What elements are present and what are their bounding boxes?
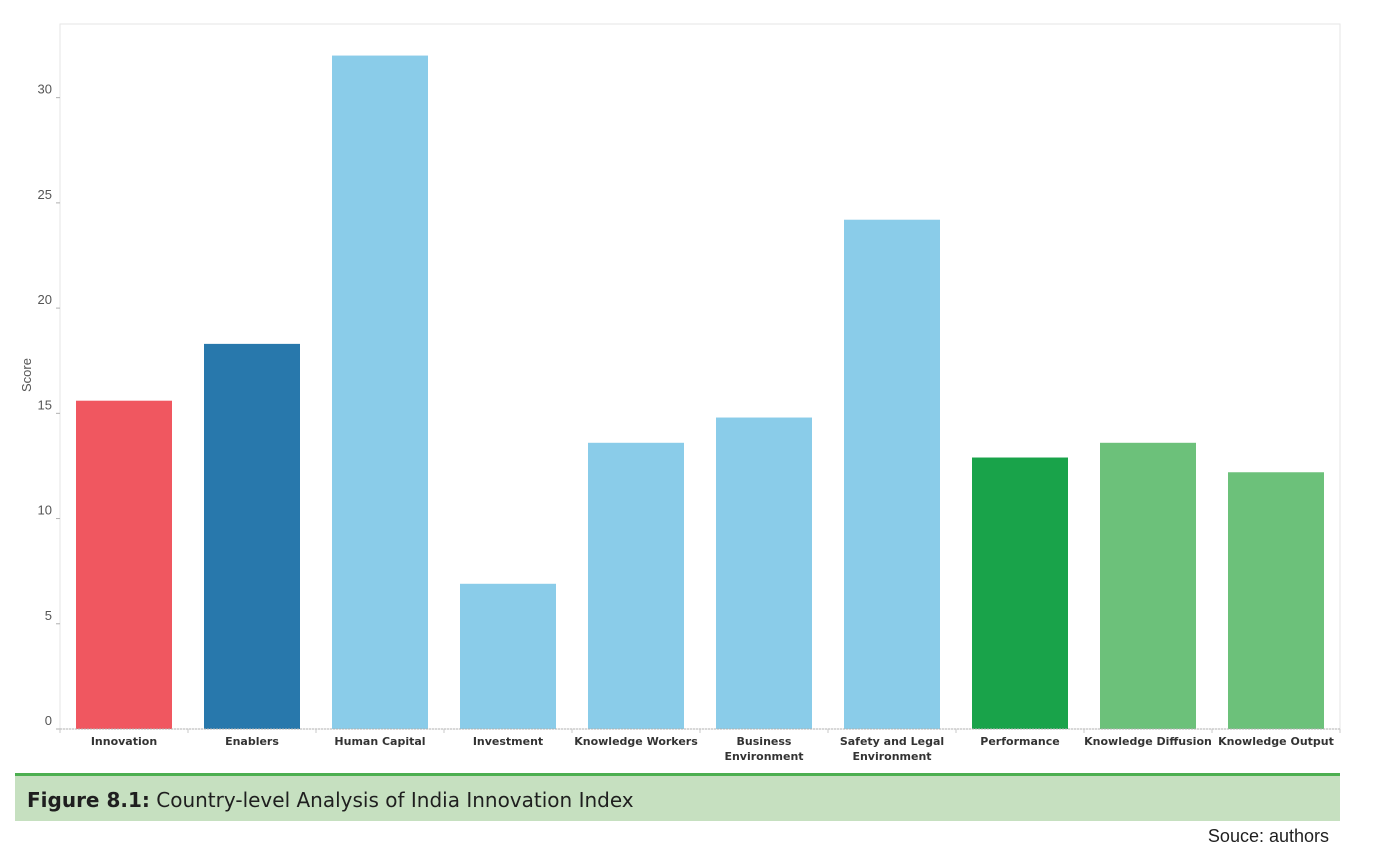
source-note: Souce: authors [1207, 826, 1329, 846]
bar [1100, 442, 1196, 729]
bar [588, 442, 684, 729]
bar-chart: 0 5 10 15 20 25 30 Innovation Enablers Human Cap… [19, 23, 1341, 763]
x-tick-label: Knowledge Diffusion [1084, 735, 1212, 748]
x-tick-label: Knowledge Workers [574, 735, 698, 748]
y-tick-label: 30 [38, 82, 52, 97]
y-tick-label: 15 [38, 397, 52, 412]
caption-text: Figure 8.1: Country-level Analysis of In… [27, 788, 634, 812]
y-axis-title: Score [19, 358, 34, 392]
figure-caption: Figure 8.1: Country-level Analysis of In… [15, 773, 1340, 821]
y-tick-label: 10 [38, 503, 52, 518]
bars [76, 55, 1324, 730]
bar [76, 400, 172, 729]
y-tick-label: 5 [45, 608, 52, 623]
x-tick-label: Human Capital [334, 735, 425, 748]
y-axis: 0 5 10 15 20 25 30 [38, 82, 60, 730]
y-tick-label: 20 [38, 292, 52, 307]
caption-label: Figure 8.1: [27, 788, 150, 812]
x-tick-label: Investment [473, 735, 543, 748]
bar [844, 219, 940, 729]
x-tick-label: Knowledge Output [1218, 735, 1334, 748]
x-tick-label: Safety and Legal Environment [840, 735, 944, 763]
bar [972, 457, 1068, 729]
bar [460, 583, 556, 729]
x-tick-label: Business Environment [724, 735, 803, 763]
bar [716, 417, 812, 729]
y-tick-label: 0 [45, 713, 52, 728]
bar [332, 55, 428, 730]
bar [204, 343, 300, 729]
x-tick-label: Performance [980, 735, 1059, 748]
caption-title: Country-level Analysis of India Innovati… [149, 788, 634, 812]
x-tick-label: Enablers [225, 735, 279, 748]
y-tick-label: 25 [38, 187, 52, 202]
x-tick-label: Innovation [91, 735, 157, 748]
x-axis: Innovation Enablers Human Capital Investmen… [59, 729, 1341, 763]
bar [1228, 472, 1324, 729]
